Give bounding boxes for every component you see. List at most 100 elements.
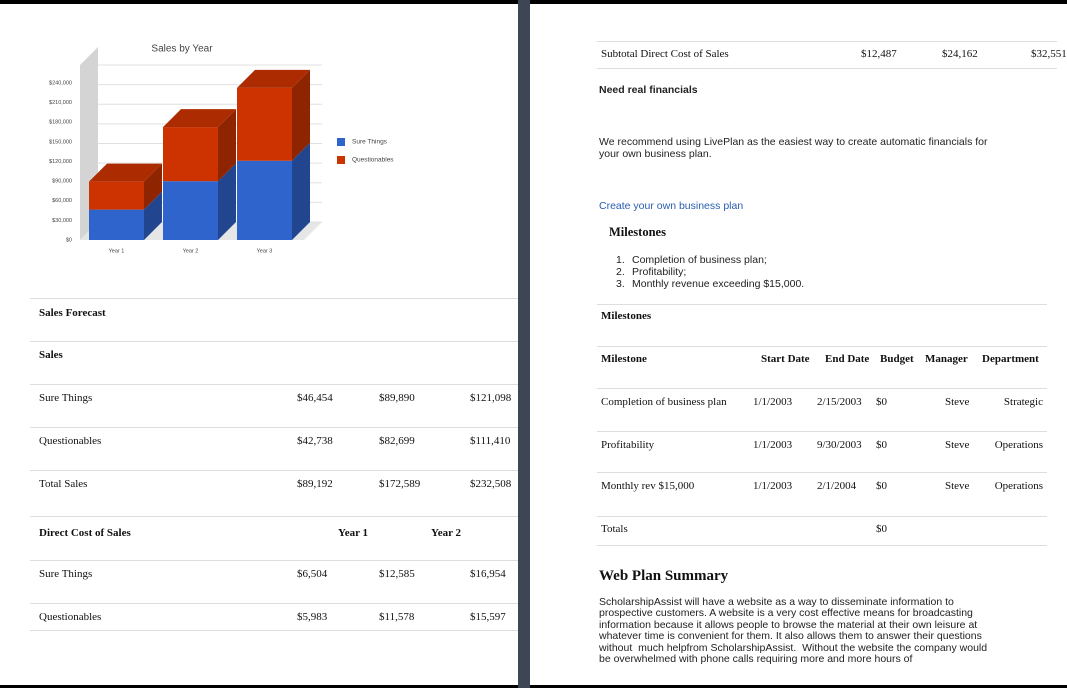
row-rule [30, 341, 518, 342]
table-cell: $121,098 [470, 392, 512, 404]
table-cell: $172,589 [379, 478, 421, 490]
paragraph-line: your own business plan. [599, 148, 712, 160]
list-item: Completion of business plan; [632, 254, 767, 266]
table-cell: 1/1/2003 [753, 439, 793, 451]
y-tick-label: $30,000 [52, 218, 72, 224]
heading: Web Plan Summary [599, 568, 729, 584]
table-cell: Operations [994, 439, 1043, 451]
list-item: Monthly revenue exceeding $15,000. [632, 278, 805, 290]
table-cell: Totals [601, 523, 628, 535]
table-cell: Operations [994, 480, 1043, 492]
table-cell: $16,954 [470, 568, 506, 580]
bar-side [292, 69, 310, 161]
y-tick-label: $240,000 [49, 80, 72, 86]
bar-segment [237, 87, 292, 161]
table-cell: Completion of business plan [601, 396, 727, 408]
table-cell: Steve [945, 396, 970, 408]
left-page: Sales by Year $0 $30,000 $60,000 $90,000 $120… [0, 4, 518, 685]
link[interactable]: Create your own business plan [599, 200, 744, 212]
table-cell: $15,597 [470, 611, 506, 623]
row-rule [597, 68, 1057, 69]
y-tick-label: $150,000 [49, 139, 72, 145]
bar-top [237, 69, 310, 88]
table-header: Year 1 [338, 527, 369, 539]
chart-title: Sales by Year [151, 44, 213, 55]
paragraph-line: without much helpfrom ScholarshipAssist.… [599, 641, 988, 654]
table-header: Budget [880, 353, 914, 365]
table-cell: $89,890 [379, 392, 415, 404]
table-cell: Questionables [39, 435, 102, 447]
legend-label: Questionables [352, 157, 394, 164]
x-tick-label: Year 2 [183, 248, 199, 254]
list-item: Profitability; [632, 266, 687, 278]
table-cell: Profitability [601, 439, 655, 451]
table-cell: $89,192 [297, 478, 333, 490]
table-cell: Sales [39, 349, 63, 361]
y-tick-label: $60,000 [52, 198, 72, 204]
chart: Sales by Year $0 $30,000 $60,000 $90,000 $120… [49, 44, 394, 255]
paragraph-line: ScholarshipAssist will have a website as… [599, 596, 954, 608]
list-number: 1. [616, 254, 625, 266]
bar-side [292, 142, 310, 240]
table-cell: 1/1/2003 [753, 396, 793, 408]
legend-swatch [337, 156, 345, 164]
heading: Milestones [609, 225, 666, 239]
row-rule [597, 516, 1047, 517]
table-cell: Subtotal Direct Cost of Sales [601, 48, 729, 60]
table-cell: $111,410 [470, 435, 511, 447]
row-rule [30, 630, 518, 631]
legend-swatch [337, 138, 345, 146]
y-tick-label: $90,000 [52, 179, 72, 185]
table-cell: $0 [876, 480, 887, 492]
table-header: Manager [925, 353, 968, 365]
row-rule [30, 560, 518, 561]
table-cell: $232,508 [470, 478, 512, 490]
paragraph-line: be overwhelmed with phone calls requirin… [599, 653, 913, 665]
bar-segment [163, 181, 218, 240]
row-rule [597, 545, 1047, 546]
table-title: Sales Forecast [39, 307, 106, 319]
row-rule [597, 41, 1057, 42]
table-header: End Date [825, 353, 870, 365]
row-rule [30, 603, 518, 604]
table-cell: $0 [876, 439, 887, 451]
right-page: Subtotal Direct Cost of Sales $12,487 $24,… [530, 4, 1067, 685]
paragraph-line: prospective customers. A website is a ve… [599, 607, 973, 620]
table-cell: 1/1/2003 [753, 480, 793, 492]
bottom-edge [0, 685, 1067, 688]
table-cell: Total Sales [39, 478, 88, 490]
paragraph-line: whatever time is convenient for them. It… [599, 630, 982, 643]
table-title: Milestones [601, 310, 652, 322]
list-number: 2. [616, 266, 625, 278]
heading: Need real financials [599, 84, 698, 96]
bar-side [144, 191, 162, 240]
x-tick-label: Year 1 [109, 248, 125, 254]
table-cell: Sure Things [39, 392, 93, 404]
table-cell: Steve [945, 439, 970, 451]
table-cell: $42,738 [297, 435, 333, 447]
table-cell: 9/30/2003 [817, 439, 862, 451]
row-rule [597, 472, 1047, 473]
paragraph-line: information because it allows people to … [599, 618, 978, 631]
y-tick-label: $120,000 [49, 159, 72, 165]
row-rule [597, 431, 1047, 432]
table-cell: 2/15/2003 [817, 396, 862, 408]
table-cell: $46,454 [297, 392, 333, 404]
list-number: 3. [616, 278, 625, 290]
bar-side [144, 163, 162, 210]
bar-segment [163, 127, 218, 182]
bar-top [89, 163, 162, 182]
table-cell: $11,578 [379, 611, 415, 623]
table-cell: $0 [876, 396, 887, 408]
table-cell: $32,551 [1031, 48, 1067, 60]
table-cell: Steve [945, 480, 970, 492]
table-cell: $12,487 [861, 48, 897, 60]
top-edge [0, 0, 1067, 4]
table-cell: 2/1/2004 [817, 480, 857, 492]
bar-segment [89, 181, 144, 210]
legend-label: Sure Things [352, 139, 388, 146]
table-header: Start Date [761, 353, 810, 365]
row-rule [597, 304, 1047, 305]
bar-segment [237, 160, 292, 240]
